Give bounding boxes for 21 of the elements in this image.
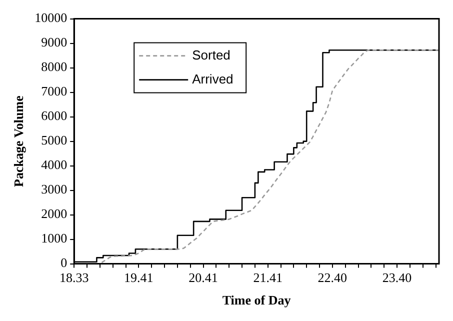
y-tick-label: 9000 <box>41 34 68 50</box>
y-tick-label: 3000 <box>41 182 68 197</box>
y-tick-label: 8000 <box>41 59 68 74</box>
x-tick-label: 20.41 <box>188 270 218 286</box>
y-tick-label: 5000 <box>41 132 68 148</box>
legend-label: Arrived <box>192 71 234 86</box>
y-tick-label: 2000 <box>41 206 68 222</box>
y-tick-label: 0 <box>60 255 68 270</box>
x-tick-label: 23.40 <box>382 270 412 286</box>
y-tick-label: 10000 <box>34 10 68 26</box>
y-tick-label: 4000 <box>41 157 68 172</box>
x-tick-label: 18.33 <box>59 270 89 286</box>
y-tick-label: 6000 <box>41 108 68 124</box>
y-tick-label: 7000 <box>41 84 68 99</box>
y-tick-label: 1000 <box>41 230 68 246</box>
legend-label: Sorted <box>192 47 230 62</box>
x-axis-title: Time of Day <box>222 292 292 308</box>
x-tick-label: 19.41 <box>124 270 154 286</box>
y-axis-title: Package Volume <box>11 95 26 187</box>
x-tick-label: 22.40 <box>318 270 348 286</box>
x-tick-label: 21.41 <box>253 270 282 286</box>
